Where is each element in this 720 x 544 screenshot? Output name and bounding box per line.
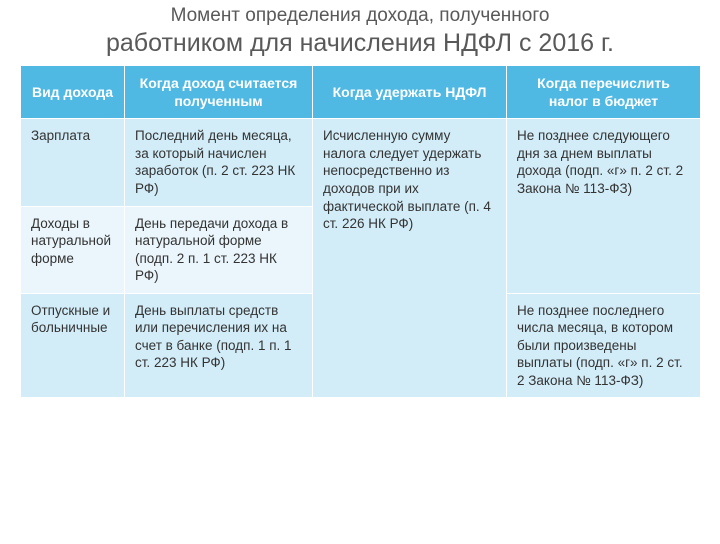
title-line2: работником для начисления НДФЛ с 2016 г. <box>106 29 614 57</box>
cell-transfer: Не позднее следующего дня за днем выплат… <box>507 119 701 293</box>
col-header-0: Вид дохода <box>21 66 125 119</box>
cell-income-type: Отпускные и больничные <box>21 293 125 398</box>
cell-when-received: День выплаты средств или перечисления их… <box>125 293 313 398</box>
col-header-1: Когда доход считается полученным <box>125 66 313 119</box>
cell-transfer: Не позднее последнего числа месяца, в ко… <box>507 293 701 398</box>
cell-when-received: День передачи дохода в натуральной форме… <box>125 206 313 293</box>
cell-withhold: Исчисленную сумму налога следует удержат… <box>313 119 507 398</box>
title-line1: Момент определения дохода, полученного <box>171 5 550 26</box>
cell-income-type: Зарплата <box>21 119 125 206</box>
col-header-3: Когда перечислить налог в бюджет <box>507 66 701 119</box>
col-header-2: Когда удержать НДФЛ <box>313 66 507 119</box>
cell-income-type: Доходы в натуральной форме <box>21 206 125 293</box>
table-header-row: Вид дохода Когда доход считается получен… <box>21 66 701 119</box>
cell-when-received: Последний день месяца, за который начисл… <box>125 119 313 206</box>
income-table: Вид дохода Когда доход считается получен… <box>20 65 701 398</box>
table-row: Зарплата Последний день месяца, за котор… <box>21 119 701 206</box>
slide-title: Момент определения дохода, полученного р… <box>20 4 700 59</box>
